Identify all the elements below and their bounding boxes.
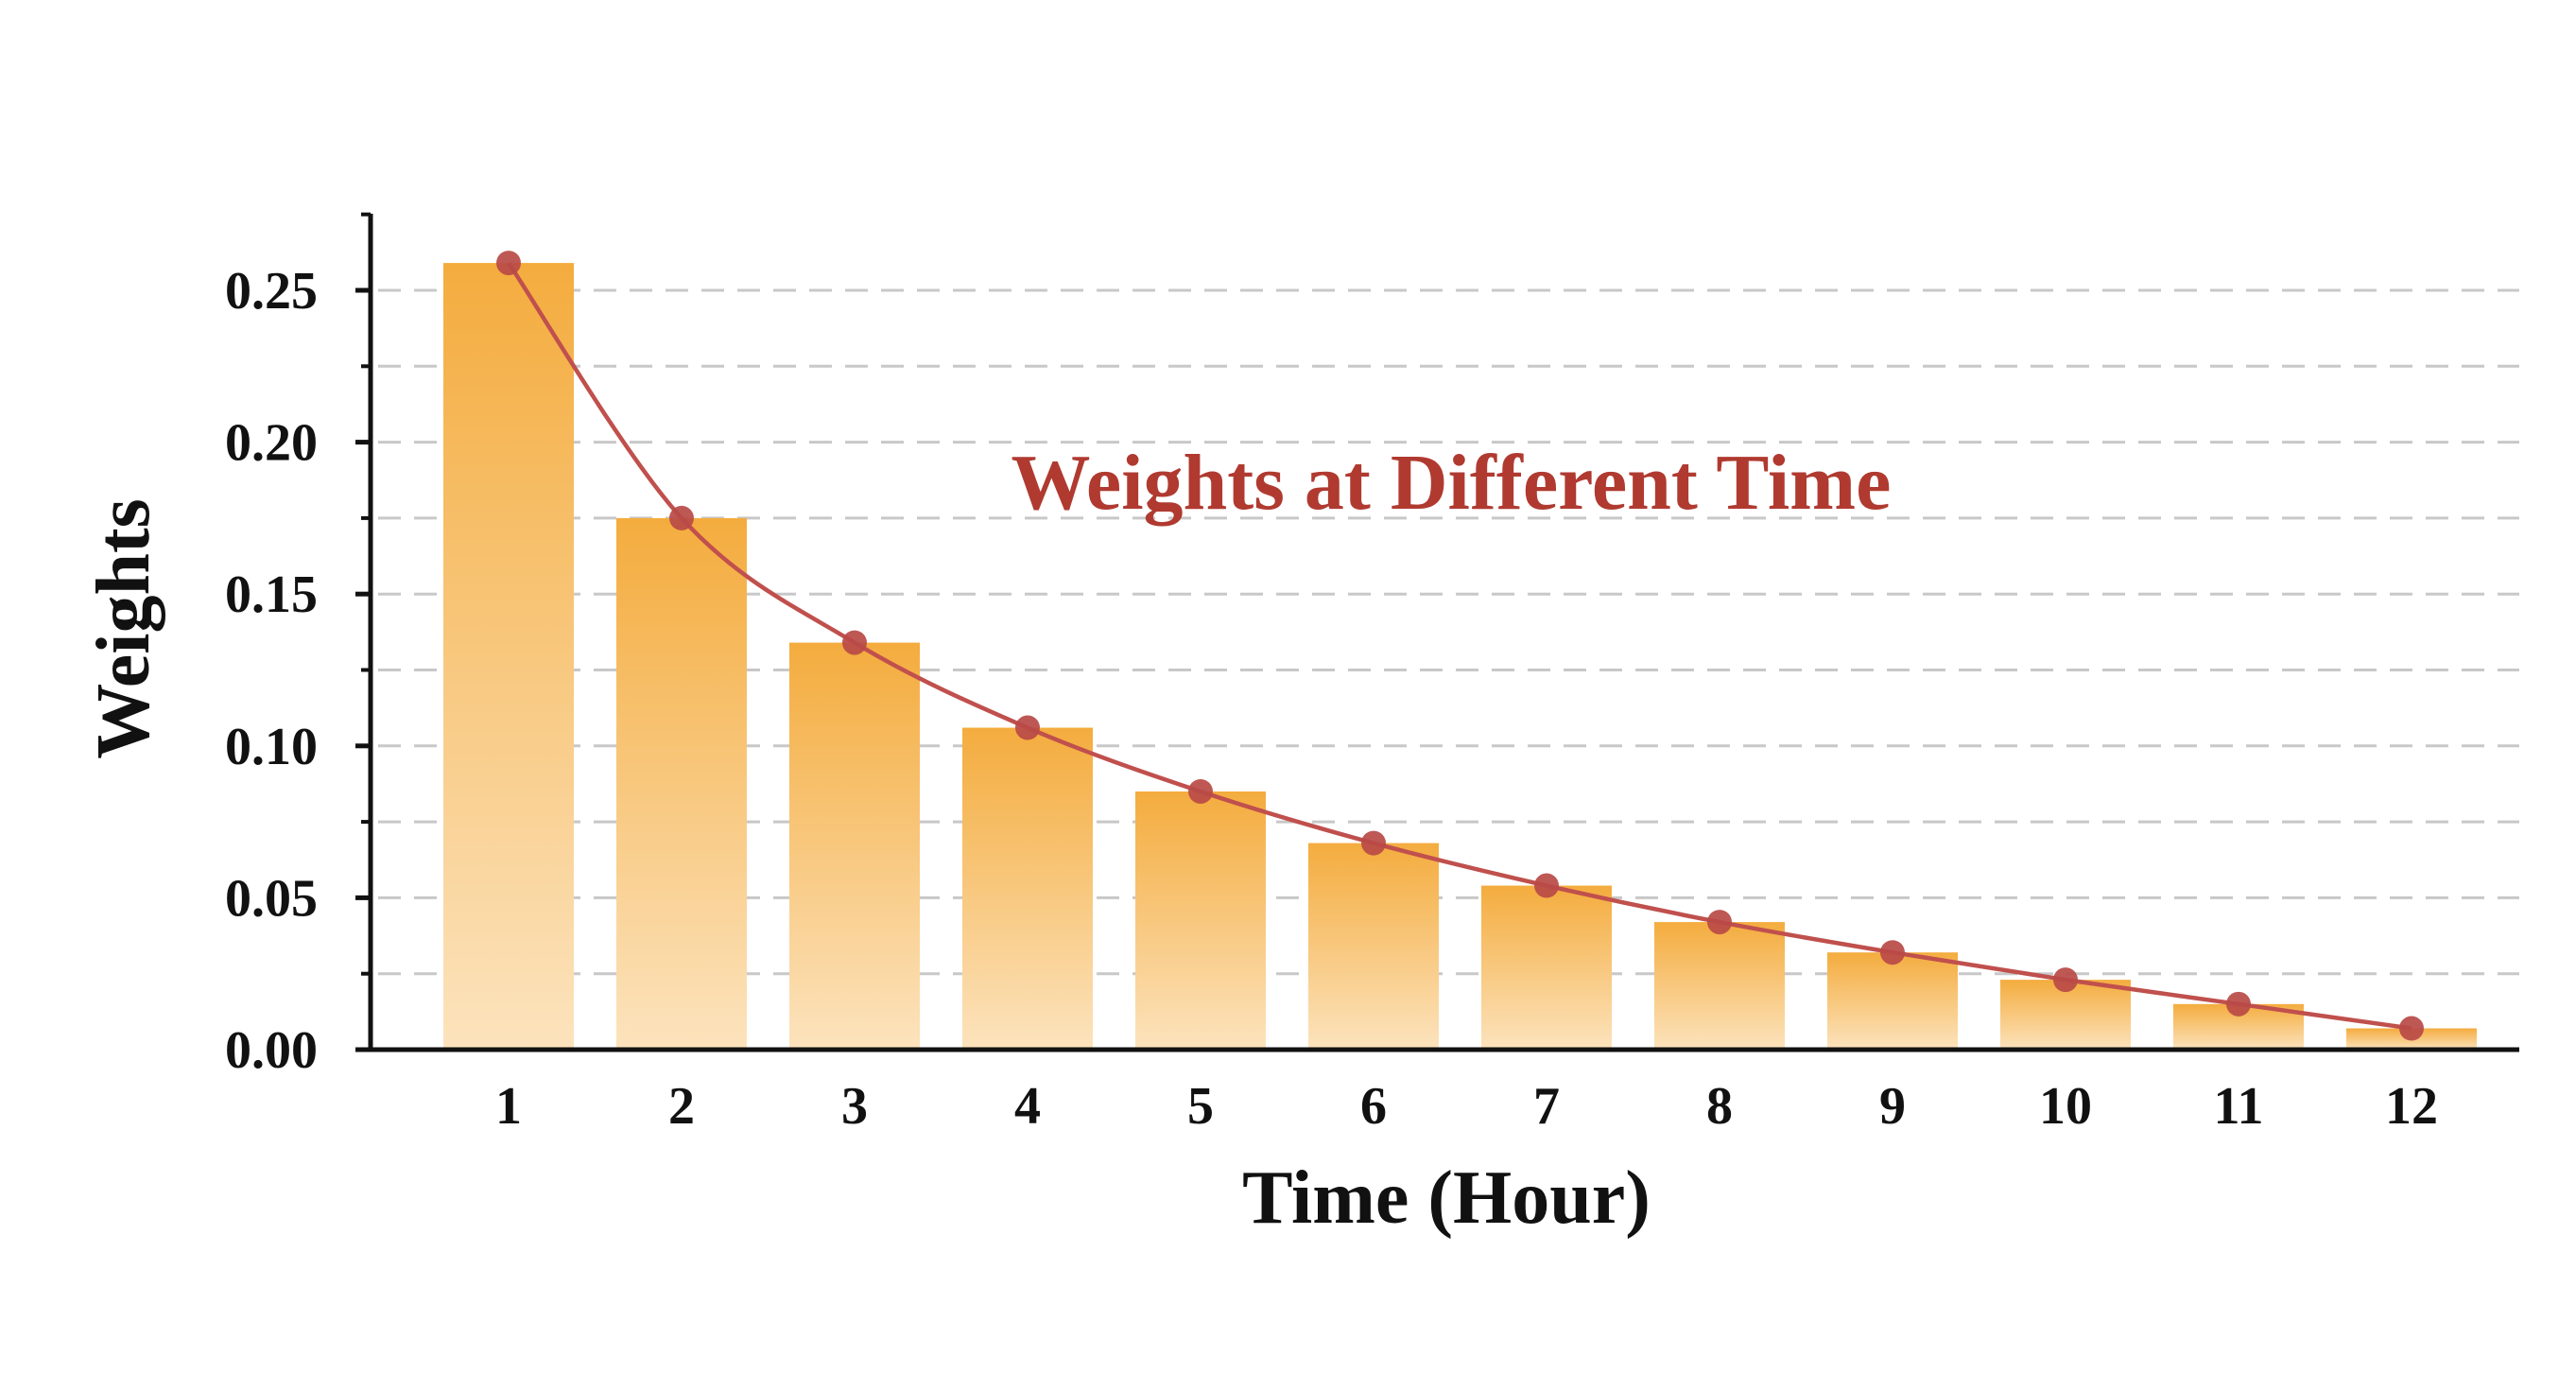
y-tick-label: 0.10 [225, 718, 318, 776]
x-tick-label: 1 [495, 1077, 522, 1136]
data-point-marker [2226, 991, 2251, 1017]
bar [1135, 791, 1266, 1050]
bar [789, 642, 920, 1050]
x-tick-label: 10 [2039, 1077, 2092, 1136]
data-point-marker [1880, 940, 1905, 965]
data-point-marker [669, 505, 694, 530]
bar [616, 517, 747, 1050]
x-tick-label: 7 [1533, 1077, 1560, 1136]
y-tick-label: 0.05 [225, 869, 318, 928]
data-point-marker [1361, 830, 1386, 856]
axes: 0.000.050.100.150.200.251 2 3 4 5 6 7 8 9 10 11 12 [225, 212, 2519, 1136]
y-tick-label: 0.20 [225, 414, 318, 473]
x-tick-label: 2 [668, 1077, 695, 1136]
bar [1654, 922, 1785, 1050]
x-tick-label: 11 [2214, 1077, 2264, 1136]
bars [443, 263, 2477, 1050]
bar [1481, 885, 1612, 1050]
trend-line [496, 251, 2424, 1041]
data-point-marker [1534, 873, 1559, 898]
bar [962, 727, 1093, 1050]
x-axis-title: Time (Hour) [1242, 1156, 1651, 1240]
y-tick-label: 0.15 [225, 565, 318, 624]
x-tick-label: 9 [1879, 1077, 1906, 1136]
x-tick-label: 12 [2385, 1077, 2438, 1136]
data-point-marker [1188, 778, 1213, 804]
y-tick-label: 0.25 [225, 262, 318, 321]
data-point-marker [1707, 910, 1732, 935]
y-tick-label: 0.00 [225, 1021, 318, 1080]
x-tick-label: 3 [841, 1077, 868, 1136]
bar [1827, 952, 1958, 1050]
x-tick-label: 5 [1187, 1077, 1214, 1136]
data-point-marker [2053, 967, 2078, 993]
x-tick-label: 4 [1014, 1077, 1041, 1136]
data-point-marker [496, 251, 521, 276]
bar [443, 263, 574, 1050]
data-point-marker [1015, 715, 1040, 740]
y-axis-title: Weights [82, 498, 165, 759]
bar [1308, 843, 1439, 1050]
data-point-marker [2399, 1016, 2424, 1041]
x-tick-label: 8 [1706, 1077, 1733, 1136]
chart-title: Weights at Different Time [1011, 439, 1892, 527]
x-tick-label: 6 [1360, 1077, 1387, 1136]
data-point-marker [842, 630, 867, 655]
